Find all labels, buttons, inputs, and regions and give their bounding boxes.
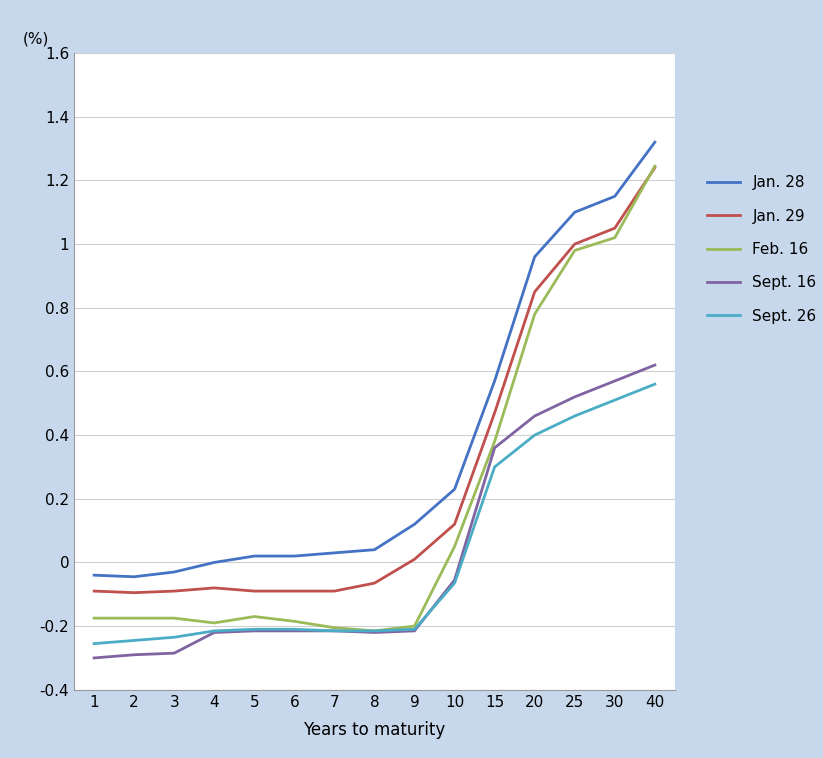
Sept. 16 [370,628,379,637]
Jan. 29 [490,409,500,418]
Jan. 28 [249,552,259,561]
Jan. 28 [329,548,339,557]
Jan. 29 [209,584,219,593]
Jan. 29 [170,587,179,596]
Jan. 28 [290,552,300,561]
Sept. 26 [170,633,179,642]
Sept. 26 [329,626,339,635]
Sept. 26 [410,625,420,634]
Sept. 16 [530,412,540,421]
Sept. 26 [89,639,99,648]
Jan. 29 [249,587,259,596]
Sept. 26 [570,412,579,421]
Feb. 16 [490,437,500,446]
Sept. 16 [209,628,219,637]
Sept. 26 [370,626,379,635]
Sept. 16 [650,361,660,370]
Jan. 29 [449,520,459,529]
Jan. 29 [650,163,660,172]
Feb. 16 [329,623,339,632]
Jan. 29 [129,588,139,597]
Sept. 16 [570,393,579,402]
Feb. 16 [249,612,259,621]
Feb. 16 [410,622,420,631]
Jan. 28 [570,208,579,217]
Feb. 16 [449,542,459,551]
Sept. 26 [249,625,259,634]
Jan. 28 [89,571,99,580]
Jan. 28 [610,192,620,201]
Jan. 28 [490,377,500,386]
Feb. 16 [610,233,620,243]
Sept. 26 [129,636,139,645]
Jan. 29 [570,240,579,249]
Jan. 28 [370,545,379,554]
Jan. 29 [610,224,620,233]
Sept. 26 [209,626,219,635]
Line: Sept. 26: Sept. 26 [94,384,655,644]
Jan. 29 [410,555,420,564]
Jan. 29 [89,587,99,596]
Jan. 28 [209,558,219,567]
Legend: Jan. 28, Jan. 29, Feb. 16, Sept. 16, Sept. 26: Jan. 28, Jan. 29, Feb. 16, Sept. 16, Sep… [706,175,816,324]
Sept. 16 [449,575,459,584]
Sept. 26 [449,578,459,587]
Sept. 16 [410,626,420,635]
Sept. 16 [89,653,99,662]
Feb. 16 [170,614,179,623]
Sept. 26 [490,462,500,471]
Jan. 28 [449,484,459,493]
Feb. 16 [370,626,379,635]
Jan. 28 [410,520,420,529]
Jan. 29 [530,287,540,296]
Sept. 16 [129,650,139,659]
Jan. 28 [170,568,179,577]
Sept. 16 [170,649,179,658]
Sept. 16 [249,626,259,635]
Sept. 26 [650,380,660,389]
Jan. 29 [329,587,339,596]
Line: Sept. 16: Sept. 16 [94,365,655,658]
Sept. 26 [610,396,620,405]
Feb. 16 [129,614,139,623]
Feb. 16 [530,309,540,318]
Sept. 16 [610,377,620,386]
Sept. 16 [490,443,500,453]
Feb. 16 [650,161,660,171]
X-axis label: Years to maturity: Years to maturity [304,721,445,739]
Jan. 29 [370,578,379,587]
Sept. 26 [290,625,300,634]
Sept. 16 [329,626,339,635]
Line: Feb. 16: Feb. 16 [94,166,655,631]
Feb. 16 [89,614,99,623]
Feb. 16 [570,246,579,255]
Line: Jan. 29: Jan. 29 [94,168,655,593]
Feb. 16 [209,619,219,628]
Sept. 26 [530,431,540,440]
Feb. 16 [290,617,300,626]
Text: (%): (%) [23,32,49,47]
Jan. 28 [129,572,139,581]
Line: Jan. 28: Jan. 28 [94,143,655,577]
Jan. 28 [650,138,660,147]
Sept. 16 [290,626,300,635]
Jan. 29 [290,587,300,596]
Jan. 28 [530,252,540,262]
